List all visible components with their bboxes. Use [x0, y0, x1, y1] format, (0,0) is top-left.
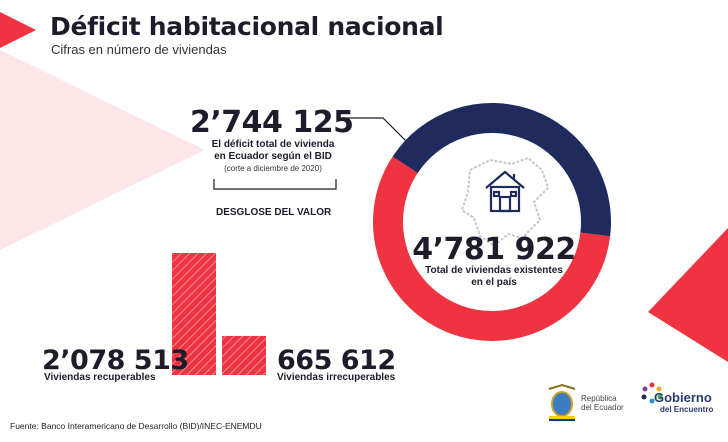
- ecuador-coat-of-arms-icon: [548, 383, 576, 421]
- house-icon: [485, 170, 525, 213]
- recoverable-value: 2’078 513: [42, 345, 189, 376]
- donut-slice-deficit: [373, 156, 611, 341]
- donut-slice-remainder: [392, 103, 611, 237]
- connector-line: [347, 117, 408, 143]
- source-note: Fuente: Banco Interamericano de Desarrol…: [10, 421, 262, 431]
- right-red-triangle: [648, 228, 728, 362]
- gobierno-text: Gobierno: [654, 390, 712, 405]
- left-pink-triangle: [0, 50, 205, 250]
- total-line2: en el país: [471, 277, 517, 288]
- bar-irrecoverable: [222, 335, 266, 375]
- deficit-value: 2’744 125: [190, 105, 354, 140]
- irrecoverable-value: 665 612: [277, 345, 396, 376]
- deficit-line2: en Ecuador según el BID: [214, 151, 332, 162]
- gobierno-logo-icon: [641, 382, 663, 404]
- breakdown-label: DESGLOSE DEL VALOR: [216, 207, 332, 218]
- recoverable-label: Viviendas recuperables: [44, 372, 156, 383]
- deficit-line1: El déficit total de vivienda: [211, 139, 335, 150]
- irrecoverable-label: Viviendas irrecuperables: [277, 372, 396, 383]
- gobierno-sub: del Encuentro: [660, 405, 714, 414]
- ecuador-map-icon: [460, 156, 550, 248]
- bar-recoverable: [172, 253, 216, 375]
- breakdown-bracket: [213, 179, 337, 190]
- top-left-triangle: [0, 12, 36, 48]
- republica-line2: del Ecuador: [581, 403, 624, 413]
- republica-line1: República: [581, 394, 617, 403]
- total-line1: Total de viviendas existentes: [425, 265, 563, 276]
- total-value: 4’781 922: [412, 232, 576, 267]
- page-subtitle: Cifras en número de viviendas: [51, 42, 227, 57]
- bar-chart: [172, 253, 266, 375]
- donut-chart: [373, 103, 611, 341]
- deficit-cutoff: (corte a diciembre de 2020): [224, 164, 322, 173]
- page-title: Déficit habitacional nacional: [50, 12, 444, 41]
